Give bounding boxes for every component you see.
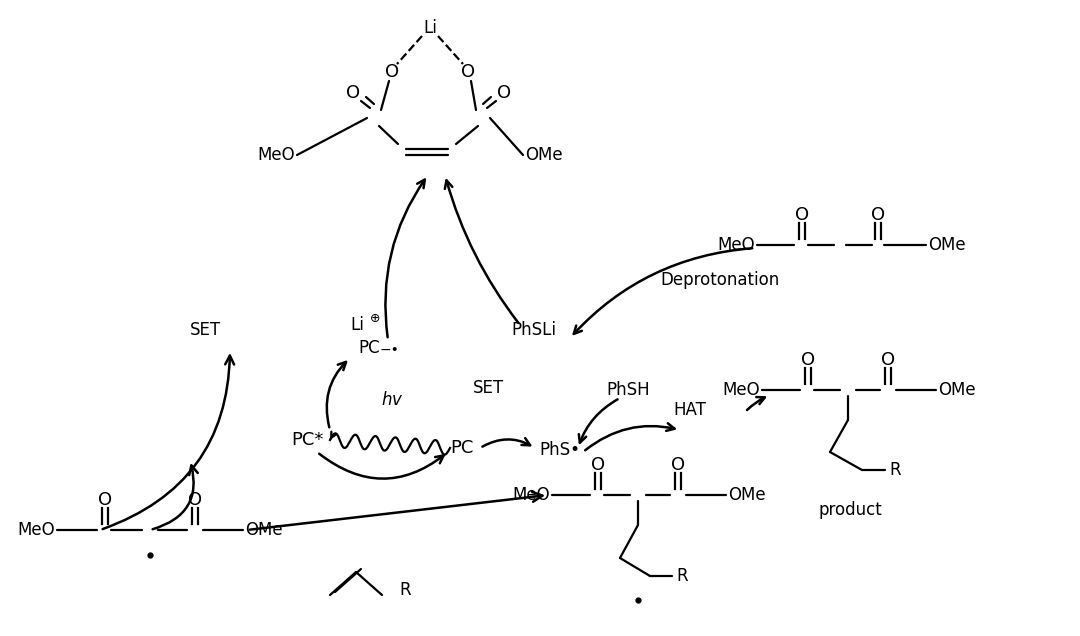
Text: O: O xyxy=(870,206,886,224)
Text: HAT: HAT xyxy=(674,401,706,419)
Text: R: R xyxy=(889,461,901,479)
Text: R: R xyxy=(400,581,410,599)
Text: O: O xyxy=(591,456,605,474)
Text: O: O xyxy=(671,456,685,474)
Text: MeO: MeO xyxy=(723,381,760,399)
Text: product: product xyxy=(819,501,882,519)
Text: SET: SET xyxy=(189,321,220,339)
Text: O: O xyxy=(497,84,511,102)
Text: PhS•: PhS• xyxy=(540,441,581,459)
Text: PhSH: PhSH xyxy=(606,381,650,399)
Text: OMe: OMe xyxy=(245,521,283,539)
Text: R: R xyxy=(676,567,688,585)
Text: Li: Li xyxy=(423,19,437,37)
Text: O: O xyxy=(795,206,809,224)
Text: O: O xyxy=(881,351,895,369)
Text: PC: PC xyxy=(357,339,380,357)
Text: ⊕: ⊕ xyxy=(370,312,380,324)
Text: MeO: MeO xyxy=(717,236,755,254)
Text: O: O xyxy=(346,84,360,102)
Text: OMe: OMe xyxy=(728,486,766,504)
Text: OMe: OMe xyxy=(928,236,966,254)
Text: Li: Li xyxy=(350,316,364,334)
Text: O: O xyxy=(461,63,475,81)
Text: OMe: OMe xyxy=(525,146,563,164)
Text: OMe: OMe xyxy=(939,381,975,399)
Text: Deprotonation: Deprotonation xyxy=(660,271,780,289)
Text: MeO: MeO xyxy=(257,146,295,164)
Text: SET: SET xyxy=(472,379,503,397)
Text: PC: PC xyxy=(450,439,474,457)
Text: O: O xyxy=(98,491,112,509)
Text: $hv$: $hv$ xyxy=(381,391,403,409)
Text: MeO: MeO xyxy=(512,486,550,504)
Text: O: O xyxy=(188,491,202,509)
Text: O: O xyxy=(801,351,815,369)
Text: PC*: PC* xyxy=(291,431,323,449)
Text: MeO: MeO xyxy=(17,521,55,539)
Text: −•: −• xyxy=(380,343,400,357)
Text: PhSLi: PhSLi xyxy=(512,321,556,339)
Text: O: O xyxy=(384,63,400,81)
